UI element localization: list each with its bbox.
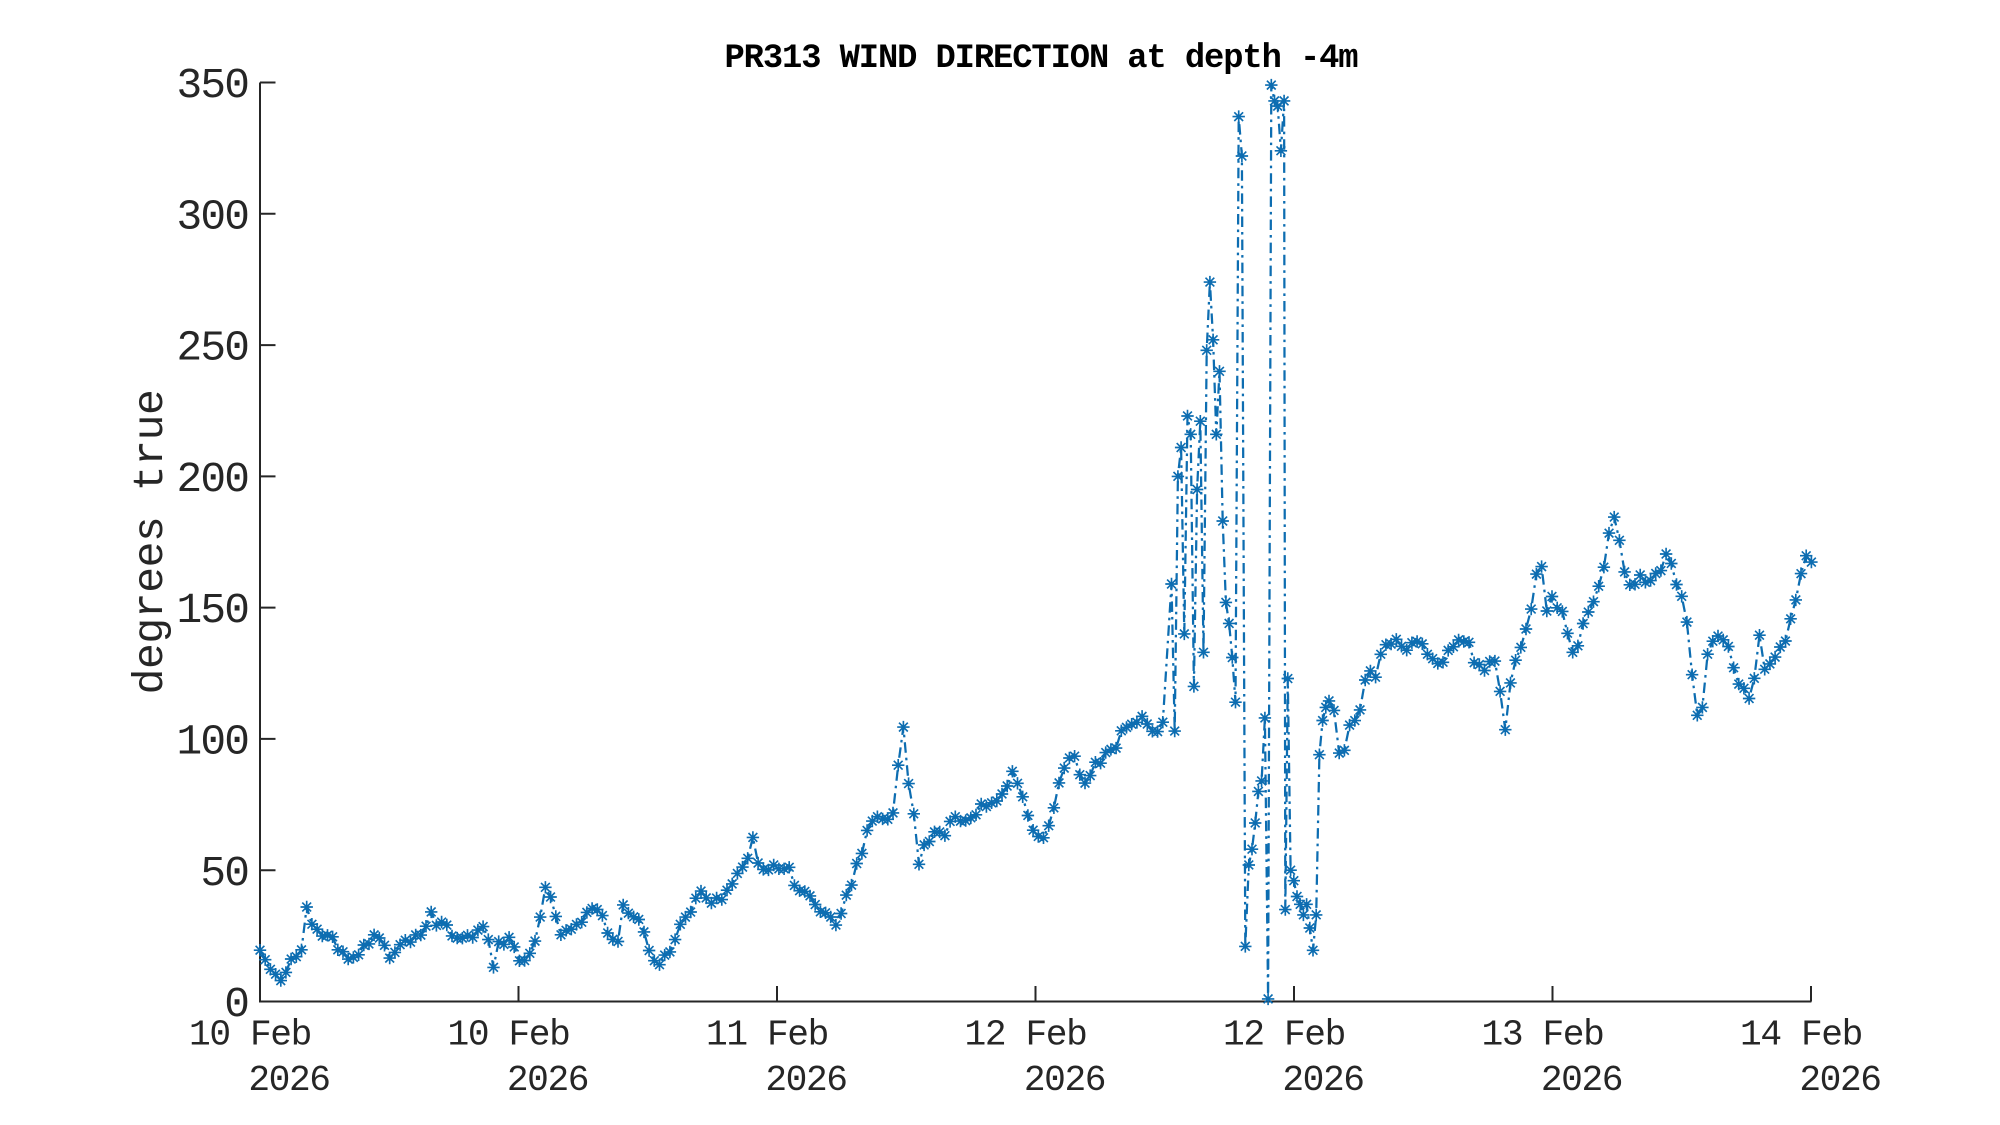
svg-text:200: 200 <box>177 455 249 504</box>
svg-text:250: 250 <box>177 324 249 373</box>
svg-text:degrees true: degrees true <box>126 390 175 695</box>
svg-text:100: 100 <box>177 718 249 767</box>
svg-text:PR313 WIND DIRECTION at depth: PR313 WIND DIRECTION at depth -4m <box>725 40 1359 78</box>
svg-text:150: 150 <box>177 586 249 635</box>
svg-text:0: 0 <box>224 980 248 1029</box>
svg-text:300: 300 <box>177 192 249 241</box>
svg-text:10 Feb: 10 Feb <box>189 1014 311 1055</box>
svg-text:2026: 2026 <box>1024 1060 1105 1101</box>
svg-text:2026: 2026 <box>1541 1060 1622 1101</box>
svg-text:14 Feb: 14 Feb <box>1740 1014 1862 1055</box>
svg-text:2026: 2026 <box>765 1060 846 1101</box>
svg-text:12 Feb: 12 Feb <box>965 1014 1087 1055</box>
svg-text:2026: 2026 <box>1799 1060 1880 1101</box>
svg-text:12 Feb: 12 Feb <box>1223 1014 1345 1055</box>
svg-text:2026: 2026 <box>248 1060 329 1101</box>
svg-text:11 Feb: 11 Feb <box>706 1014 828 1055</box>
svg-text:350: 350 <box>177 61 249 110</box>
svg-text:13 Feb: 13 Feb <box>1482 1014 1604 1055</box>
svg-text:2026: 2026 <box>1282 1060 1363 1101</box>
svg-text:50: 50 <box>200 849 248 898</box>
svg-text:2026: 2026 <box>507 1060 588 1101</box>
svg-text:10 Feb: 10 Feb <box>448 1014 570 1055</box>
